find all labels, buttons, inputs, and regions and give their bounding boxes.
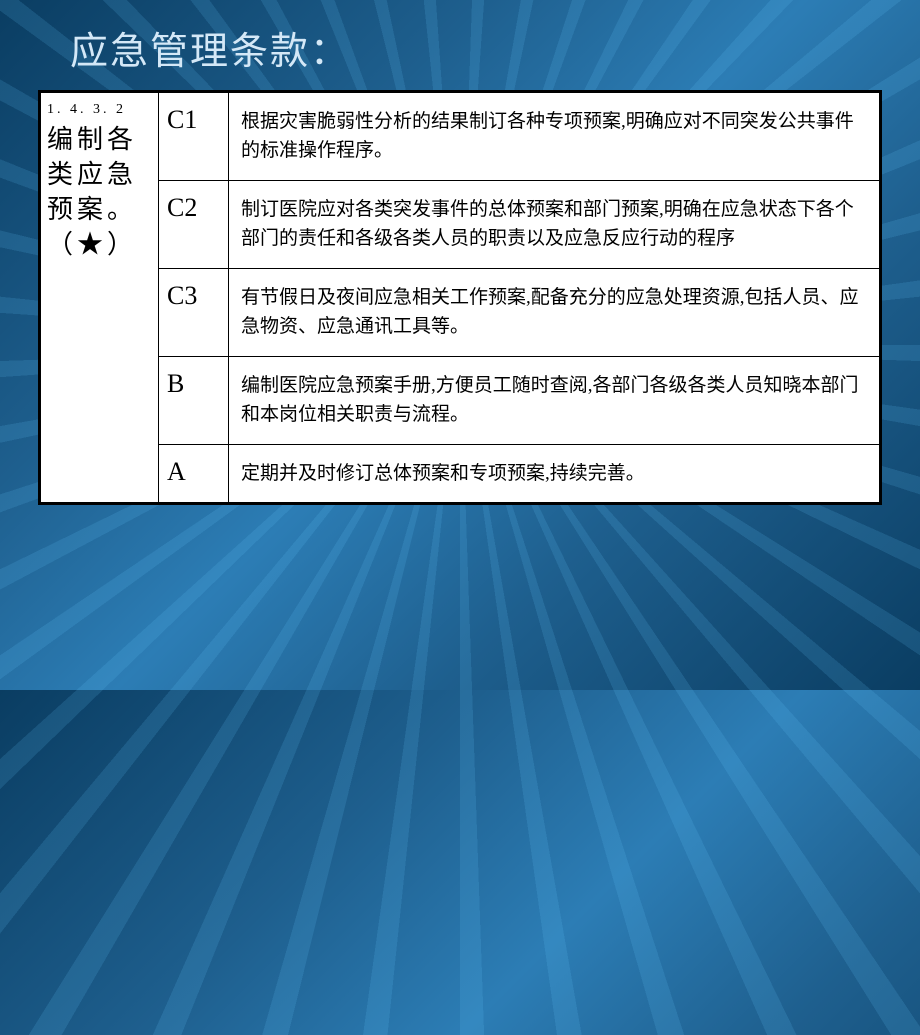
- table-row: C2 制订医院应对各类突发事件的总体预案和部门预案,明确在应急状态下各个部门的责…: [41, 180, 880, 268]
- desc-cell: 制订医院应对各类突发事件的总体预案和部门预案,明确在应急状态下各个部门的责任和各…: [229, 180, 880, 268]
- desc-cell: 有节假日及夜间应急相关工作预案,配备充分的应急处理资源,包括人员、应急物资、应急…: [229, 268, 880, 356]
- section-name: 编制各类应急预案。（★）: [47, 125, 137, 259]
- criteria-table: 1. 4. 3. 2 编制各类应急预案。（★） C1 根据灾害脆弱性分析的结果制…: [40, 92, 880, 503]
- table-row: 1. 4. 3. 2 编制各类应急预案。（★） C1 根据灾害脆弱性分析的结果制…: [41, 93, 880, 181]
- code-cell: C1: [159, 93, 229, 181]
- table-container: 1. 4. 3. 2 编制各类应急预案。（★） C1 根据灾害脆弱性分析的结果制…: [38, 90, 882, 505]
- slide-content: 应急管理条款： 1. 4. 3. 2 编制各类应急预案。（★） C1 根据灾害脆…: [0, 0, 920, 690]
- table-row: B 编制医院应急预案手册,方便员工随时查阅,各部门各级各类人员知晓本部门和本岗位…: [41, 356, 880, 444]
- section-header-cell: 1. 4. 3. 2 编制各类应急预案。（★）: [41, 93, 159, 503]
- code-cell: A: [159, 444, 229, 502]
- desc-cell: 定期并及时修订总体预案和专项预案,持续完善。: [229, 444, 880, 502]
- table-row: C3 有节假日及夜间应急相关工作预案,配备充分的应急处理资源,包括人员、应急物资…: [41, 268, 880, 356]
- code-cell: C2: [159, 180, 229, 268]
- desc-cell: 编制医院应急预案手册,方便员工随时查阅,各部门各级各类人员知晓本部门和本岗位相关…: [229, 356, 880, 444]
- desc-cell: 根据灾害脆弱性分析的结果制订各种专项预案,明确应对不同突发公共事件的标准操作程序…: [229, 93, 880, 181]
- section-number: 1. 4. 3. 2: [47, 101, 152, 120]
- code-cell: C3: [159, 268, 229, 356]
- code-cell: B: [159, 356, 229, 444]
- table-row: A 定期并及时修订总体预案和专项预案,持续完善。: [41, 444, 880, 502]
- page-title: 应急管理条款：: [0, 0, 920, 90]
